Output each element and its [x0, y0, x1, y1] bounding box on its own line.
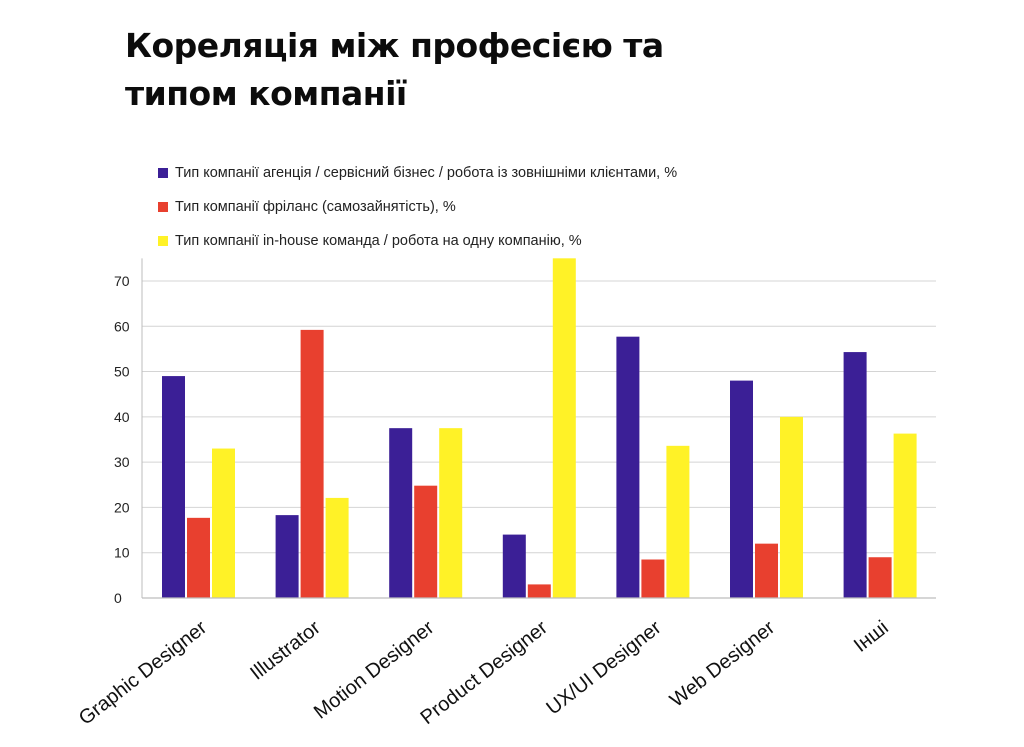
- legend-label-agency: Тип компанії агенція / сервісний бізнес …: [175, 165, 678, 181]
- bars: [162, 258, 917, 598]
- bar-5-series-2: [780, 416, 803, 598]
- legend-label-freelance: Тип компанії фріланс (самозайнятість), %: [175, 199, 456, 215]
- bar-4-series-2: [666, 445, 690, 598]
- axes: [141, 258, 936, 599]
- legend-swatch-freelance: [158, 202, 168, 212]
- gridlines: [142, 280, 936, 554]
- legend-item-freelance: Тип компанії фріланс (самозайнятість), %: [158, 190, 677, 224]
- x-tick-label-5: Web Designer: [666, 616, 779, 711]
- x-tick-label-1: Illustrator: [246, 616, 325, 684]
- y-tick-label-20: 20: [114, 499, 130, 515]
- bar-group-1: [275, 329, 349, 598]
- bar-3-series-2: [552, 258, 576, 598]
- bar-group-4: [616, 336, 690, 598]
- bar-0-series-2: [212, 448, 235, 598]
- y-tick-label-70: 70: [114, 273, 130, 289]
- bar-group-5: [730, 380, 803, 598]
- legend-label-inhouse: Тип компанії in-house команда / робота н…: [175, 233, 582, 249]
- x-tick-label-6: Інші: [850, 617, 893, 657]
- bar-2-series-2: [439, 428, 463, 598]
- y-tick-label-10: 10: [114, 545, 130, 561]
- legend-swatch-inhouse: [158, 236, 168, 246]
- y-tick-label-30: 30: [114, 454, 130, 470]
- y-tick-label-0: 0: [114, 590, 122, 606]
- bar-group-2: [389, 428, 463, 598]
- bar-group-0: [162, 376, 235, 598]
- bar-5-series-1: [755, 543, 778, 598]
- bar-6-series-0: [843, 352, 867, 598]
- legend-swatch-agency: [158, 168, 168, 178]
- x-tick-label-4: UX/UI Designer: [542, 616, 665, 719]
- y-tick-label-50: 50: [114, 364, 130, 380]
- bar-6-series-1: [868, 557, 892, 598]
- chart-title-line-2: типом компанії: [125, 74, 407, 113]
- y-tick-label-40: 40: [114, 409, 130, 425]
- chart-title-line-1: Кореляція між професією та: [125, 26, 664, 65]
- x-tick-label-2: Motion Designer: [310, 616, 439, 723]
- y-tick-label-60: 60: [114, 318, 130, 334]
- bar-group-6: [843, 352, 917, 598]
- bar-4-series-1: [641, 559, 665, 598]
- bar-2-series-0: [389, 428, 413, 598]
- x-tick-label-0: Graphic Designer: [75, 616, 211, 729]
- bar-0-series-0: [162, 376, 185, 598]
- legend-item-inhouse: Тип компанії in-house команда / робота н…: [158, 224, 677, 258]
- bar-6-series-2: [893, 433, 917, 598]
- bar-3-series-1: [527, 584, 551, 598]
- bar-5-series-0: [730, 380, 753, 598]
- legend-item-agency: Тип компанії агенція / сервісний бізнес …: [158, 156, 677, 190]
- chart-legend: Тип компанії агенція / сервісний бізнес …: [158, 156, 677, 258]
- bar-2-series-1: [414, 485, 438, 598]
- bar-group-3: [502, 258, 576, 598]
- chart-title: Кореляція між професією та типом компані…: [125, 22, 745, 118]
- bar-1-series-1: [300, 329, 324, 598]
- bar-0-series-1: [187, 517, 210, 598]
- bar-1-series-0: [275, 515, 299, 598]
- bar-1-series-2: [325, 497, 349, 598]
- bar-4-series-0: [616, 336, 640, 598]
- bar-3-series-0: [502, 534, 526, 598]
- y-axis-ticks: 0 10 20 30 40 50 60 70: [114, 273, 130, 606]
